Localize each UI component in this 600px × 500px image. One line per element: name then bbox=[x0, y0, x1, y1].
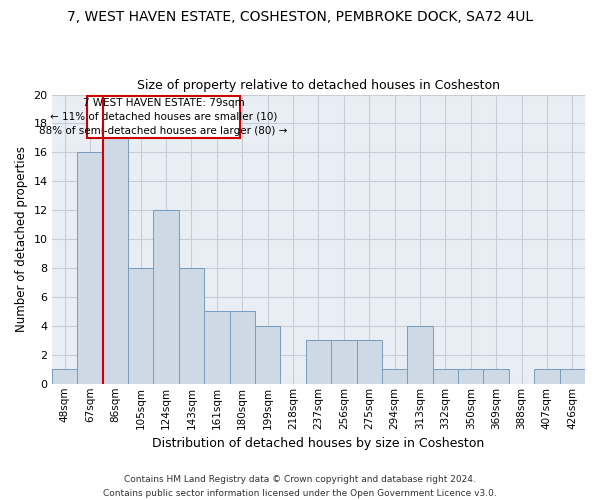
Y-axis label: Number of detached properties: Number of detached properties bbox=[15, 146, 28, 332]
Text: Contains HM Land Registry data © Crown copyright and database right 2024.
Contai: Contains HM Land Registry data © Crown c… bbox=[103, 476, 497, 498]
Bar bbox=[255, 326, 280, 384]
Bar bbox=[407, 326, 433, 384]
Text: 7, WEST HAVEN ESTATE, COSHESTON, PEMBROKE DOCK, SA72 4UL: 7, WEST HAVEN ESTATE, COSHESTON, PEMBROK… bbox=[67, 10, 533, 24]
Bar bbox=[433, 370, 458, 384]
Bar bbox=[534, 370, 560, 384]
Bar bbox=[331, 340, 356, 384]
Bar bbox=[560, 370, 585, 384]
Bar bbox=[179, 268, 204, 384]
Bar bbox=[88, 96, 240, 138]
Bar bbox=[154, 210, 179, 384]
Text: 7 WEST HAVEN ESTATE: 79sqm
← 11% of detached houses are smaller (10)
88% of semi: 7 WEST HAVEN ESTATE: 79sqm ← 11% of deta… bbox=[40, 98, 288, 136]
Bar bbox=[458, 370, 484, 384]
Bar bbox=[230, 312, 255, 384]
Bar bbox=[103, 138, 128, 384]
Bar bbox=[484, 370, 509, 384]
Bar bbox=[306, 340, 331, 384]
Bar bbox=[382, 370, 407, 384]
Bar bbox=[77, 152, 103, 384]
Bar bbox=[204, 312, 230, 384]
X-axis label: Distribution of detached houses by size in Cosheston: Distribution of detached houses by size … bbox=[152, 437, 485, 450]
Bar bbox=[128, 268, 154, 384]
Title: Size of property relative to detached houses in Cosheston: Size of property relative to detached ho… bbox=[137, 79, 500, 92]
Bar bbox=[52, 370, 77, 384]
Bar bbox=[356, 340, 382, 384]
